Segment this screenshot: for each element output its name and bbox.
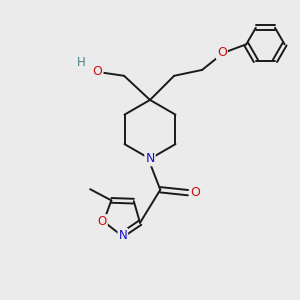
Text: H: H bbox=[77, 56, 86, 69]
Text: N: N bbox=[118, 229, 127, 242]
Text: O: O bbox=[93, 65, 103, 78]
Text: O: O bbox=[217, 46, 227, 59]
Text: N: N bbox=[145, 152, 155, 165]
Text: O: O bbox=[98, 215, 107, 228]
Text: O: O bbox=[190, 186, 200, 199]
